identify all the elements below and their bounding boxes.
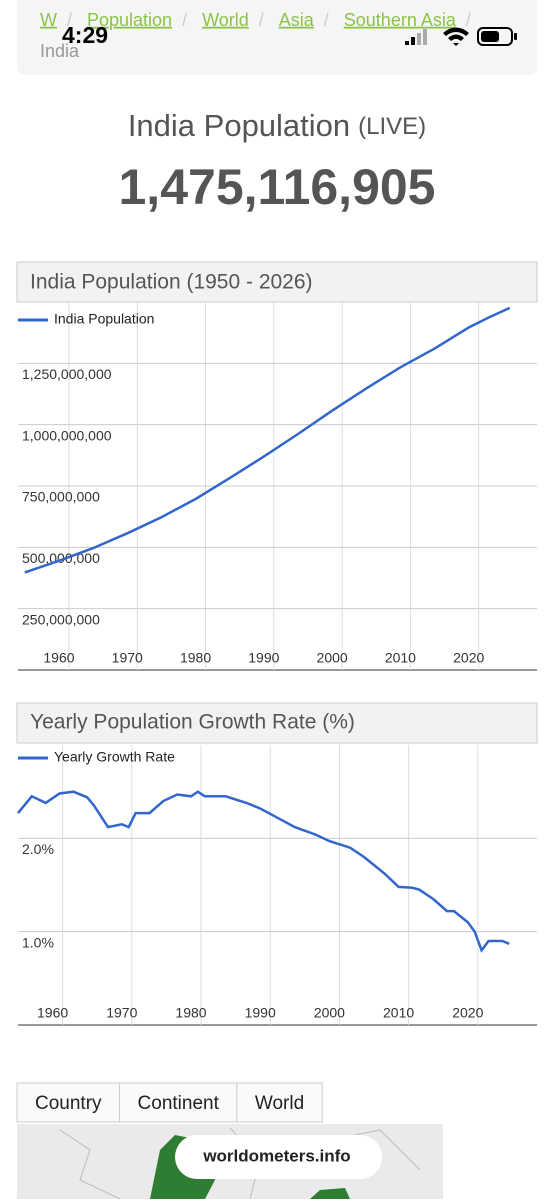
y-tick-label: 1.0% xyxy=(22,934,54,950)
x-tick-label: 1970 xyxy=(112,650,143,666)
chart-title: India Population (1950 - 2026) xyxy=(30,271,313,294)
population-counter: 1,475,116,905 xyxy=(119,159,436,215)
x-tick-label: 2020 xyxy=(452,1005,483,1021)
status-time: 4:29 xyxy=(62,22,108,48)
breadcrumb: W / Population / World / Asia / Southern Asia / In… xyxy=(40,10,471,61)
y-tick-label: 500,000,000 xyxy=(22,550,100,566)
charts: 1960 1970 1980 1990 2000 2010 2020 250,000,000 5… xyxy=(17,302,537,1026)
tab-label[interactable]: Country xyxy=(35,1093,102,1114)
x-tick-label: 2020 xyxy=(453,650,484,666)
chart-title-bar xyxy=(16,702,538,744)
breadcrumb-box xyxy=(17,0,537,75)
separator: / xyxy=(324,10,329,30)
breadcrumb-link[interactable]: Southern Asia xyxy=(344,10,457,30)
x-tick-label: 1990 xyxy=(248,650,279,666)
separator: / xyxy=(67,10,72,30)
legend-label: India Population xyxy=(54,311,154,327)
breadcrumb-link[interactable]: World xyxy=(202,10,249,30)
tab-label[interactable]: World xyxy=(255,1093,304,1114)
badge-text: worldometers.info xyxy=(202,1146,350,1165)
x-tick-label: 2010 xyxy=(383,1005,414,1021)
tab[interactable] xyxy=(119,1082,238,1123)
x-tick-label: 1980 xyxy=(180,650,211,666)
title-text: India Population xyxy=(128,108,350,143)
chart-title-bar xyxy=(16,261,538,303)
x-tick-label: 2010 xyxy=(385,650,416,666)
badge xyxy=(175,1135,382,1179)
breadcrumb-link[interactable]: W xyxy=(40,10,57,30)
status-icons xyxy=(405,27,517,46)
y-tick-label: 1,250,000,000 xyxy=(22,366,112,382)
y-tick-label: 2.0% xyxy=(22,841,54,857)
breadcrumb-link[interactable]: Asia xyxy=(279,10,315,30)
legend-label: Yearly Growth Rate xyxy=(54,749,175,765)
y-tick-label: 250,000,000 xyxy=(22,611,100,627)
x-tick-label: 1980 xyxy=(175,1005,206,1021)
breadcrumb-current: India xyxy=(40,41,80,61)
data-line xyxy=(17,790,510,953)
data-line xyxy=(24,306,511,574)
x-tick-label: 1990 xyxy=(245,1005,276,1021)
tab[interactable] xyxy=(16,1082,121,1123)
tab[interactable] xyxy=(236,1082,323,1123)
breadcrumb-link[interactable]: Population xyxy=(87,10,172,30)
separator: / xyxy=(466,10,471,30)
x-tick-label: 1960 xyxy=(37,1005,68,1021)
map-country xyxy=(310,1188,350,1199)
separator: / xyxy=(182,10,187,30)
x-tick-label: 1970 xyxy=(106,1005,137,1021)
page-title: India Population (LIVE) xyxy=(128,108,426,143)
x-tick-label: 2000 xyxy=(317,650,348,666)
y-tick-label: 1,000,000,000 xyxy=(22,427,112,443)
title-suffix: (LIVE) xyxy=(358,113,426,140)
chart-title: Yearly Population Growth Rate (%) xyxy=(30,711,355,734)
tabs: Country Continent World xyxy=(16,1082,323,1123)
x-tick-label: 1960 xyxy=(43,650,74,666)
y-tick-label: 750,000,000 xyxy=(22,489,100,505)
tab-label[interactable]: Continent xyxy=(138,1093,220,1114)
x-tick-label: 2000 xyxy=(314,1005,345,1021)
separator: / xyxy=(259,10,264,30)
